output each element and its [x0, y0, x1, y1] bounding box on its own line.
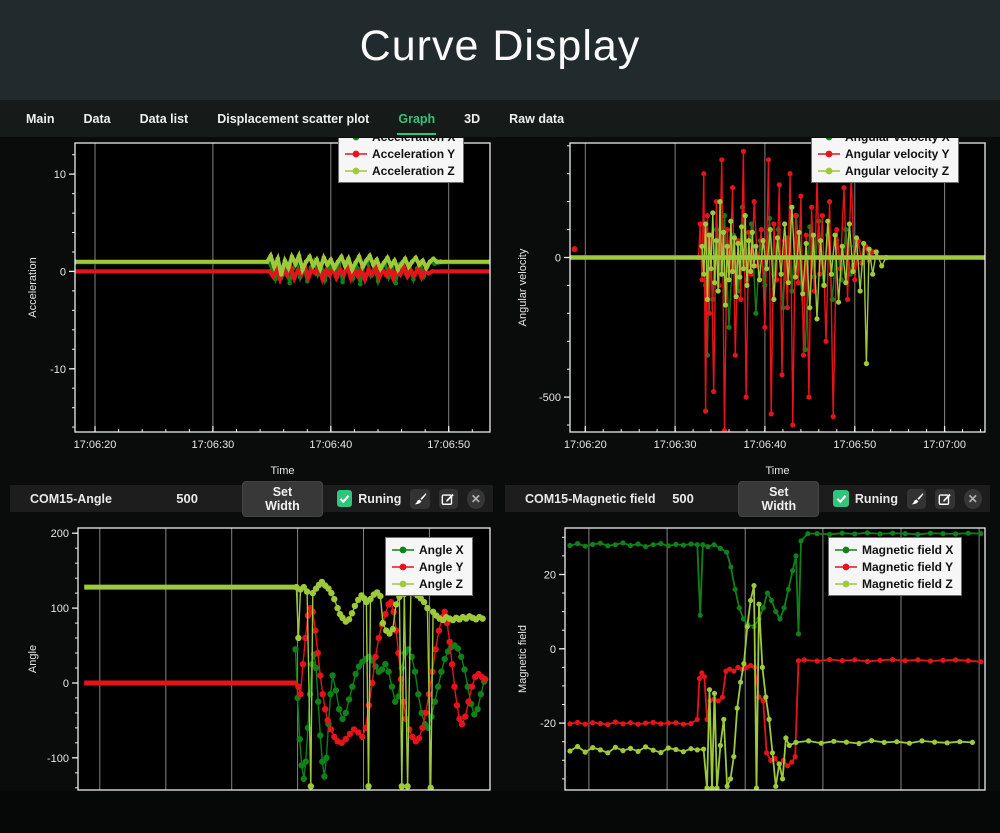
svg-text:17:06:30: 17:06:30	[191, 439, 234, 451]
edit-icon[interactable]	[935, 488, 955, 509]
svg-text:-100: -100	[47, 753, 69, 765]
legend-entry: Angular velocity Y	[817, 145, 950, 162]
tab-main[interactable]: Main	[26, 112, 55, 126]
width-value-field[interactable]: 500	[176, 491, 198, 506]
legend-entry: Magnetic field Z	[834, 575, 953, 592]
legend-entry: Acceleration Y	[344, 145, 455, 162]
tab-graph[interactable]: Graph	[397, 102, 437, 135]
svg-text:-20: -20	[540, 718, 556, 730]
acceleration-legend: Acceleration XAcceleration YAcceleration…	[338, 138, 465, 183]
check-icon	[339, 494, 350, 504]
svg-text:0: 0	[550, 644, 556, 656]
svg-text:Acceleration: Acceleration	[27, 257, 39, 318]
svg-text:Angle: Angle	[27, 645, 39, 673]
legend-entry: Angular velocity X	[817, 138, 950, 145]
running-checkbox[interactable]	[336, 490, 353, 507]
brush-icon[interactable]	[906, 488, 927, 509]
svg-text:17:06:30: 17:06:30	[654, 439, 697, 451]
legend-entry: Magnetic field Y	[834, 558, 953, 575]
chart-acceleration[interactable]: 10 0 -10 17:06:20 17:06:30 17:06:40 17:06:50 Ti…	[18, 138, 498, 478]
svg-text:20: 20	[544, 570, 556, 582]
page-title: Curve Display	[359, 22, 641, 70]
tab-data-list[interactable]: Data list	[139, 112, 189, 126]
legend-entry: Angle Z	[391, 575, 464, 592]
set-width-button[interactable]: Set Width	[738, 480, 820, 517]
svg-text:17:06:50: 17:06:50	[427, 439, 470, 451]
chart-angle[interactable]: 200 100 0 -100 Angle Angle X Angle Y Angle Z	[18, 515, 498, 791]
chart-magnetic-field[interactable]: 20 0 -20 Magnetic field Magnetic field X Mag…	[508, 515, 990, 791]
svg-text:100: 100	[51, 603, 69, 615]
svg-text:Angular velocity: Angular velocity	[517, 248, 529, 326]
tab-3d[interactable]: 3D	[464, 112, 481, 126]
svg-text:0: 0	[60, 266, 66, 278]
page-header: Curve Display	[0, 0, 1000, 100]
channel-name-label: COM15-Magnetic field	[525, 491, 656, 506]
tab-data[interactable]: Data	[83, 112, 111, 126]
svg-text:0: 0	[555, 253, 561, 265]
angular-velocity-legend: Angular velocity XAngular velocity YAngu…	[811, 138, 959, 183]
channel-name-label: COM15-Angle	[30, 491, 112, 506]
legend-entry: Angular velocity Z	[817, 162, 950, 179]
legend-entry: Angle Y	[391, 558, 464, 575]
svg-text:17:06:20: 17:06:20	[74, 439, 117, 451]
close-icon[interactable]: ✕	[466, 488, 486, 509]
close-icon[interactable]: ✕	[963, 488, 982, 509]
magnetic-field-legend: Magnetic field X Magnetic field Y Magnetic…	[828, 537, 963, 596]
angle-legend: Angle X Angle Y Angle Z	[385, 537, 473, 596]
legend-entry: Angle X	[391, 541, 464, 558]
edit-icon[interactable]	[438, 488, 458, 509]
svg-text:-10: -10	[50, 364, 66, 376]
running-label: Runing	[358, 491, 402, 506]
legend-entry: Acceleration Z	[344, 162, 455, 179]
tab-bar: Main Data Data list Displacement scatter…	[0, 100, 1000, 137]
tab-raw-data[interactable]: Raw data	[509, 112, 565, 126]
svg-text:-500: -500	[539, 392, 561, 404]
brush-icon[interactable]	[410, 488, 430, 509]
running-label: Runing	[854, 491, 898, 506]
chart-angular-velocity[interactable]: 0 -500 17:06:20 17:06:30 17:06:40 17:06:50 17:…	[508, 138, 990, 478]
svg-text:17:07:00: 17:07:00	[923, 439, 966, 451]
svg-text:17:06:20: 17:06:20	[564, 439, 607, 451]
set-width-button[interactable]: Set Width	[242, 480, 323, 517]
toolbar-magnetic-field: COM15-Magnetic field 500 Set Width Runin…	[505, 480, 990, 517]
svg-text:Magnetic field: Magnetic field	[517, 625, 529, 693]
svg-text:17:06:40: 17:06:40	[309, 439, 352, 451]
svg-text:200: 200	[51, 528, 69, 540]
toolbar-angle: COM15-Angle 500 Set Width Runing ✕	[10, 480, 493, 517]
svg-text:17:06:40: 17:06:40	[743, 439, 786, 451]
acceleration-plot[interactable]: 10 0 -10 17:06:20 17:06:30 17:06:40 17:06:50 Ti…	[18, 138, 498, 478]
width-value-field[interactable]: 500	[672, 491, 694, 506]
legend-entry: Magnetic field X	[834, 541, 953, 558]
svg-text:Time: Time	[270, 465, 294, 477]
legend-entry: Acceleration X	[344, 138, 455, 145]
tab-displacement-scatter-plot[interactable]: Displacement scatter plot	[217, 112, 370, 126]
angular-velocity-plot[interactable]: 0 -500 17:06:20 17:06:30 17:06:40 17:06:50 17:…	[508, 138, 990, 478]
svg-text:17:06:50: 17:06:50	[833, 439, 876, 451]
running-checkbox[interactable]	[833, 490, 849, 507]
svg-text:0: 0	[63, 678, 69, 690]
check-icon	[836, 494, 846, 504]
svg-text:10: 10	[54, 169, 66, 181]
svg-text:Time: Time	[765, 465, 789, 477]
